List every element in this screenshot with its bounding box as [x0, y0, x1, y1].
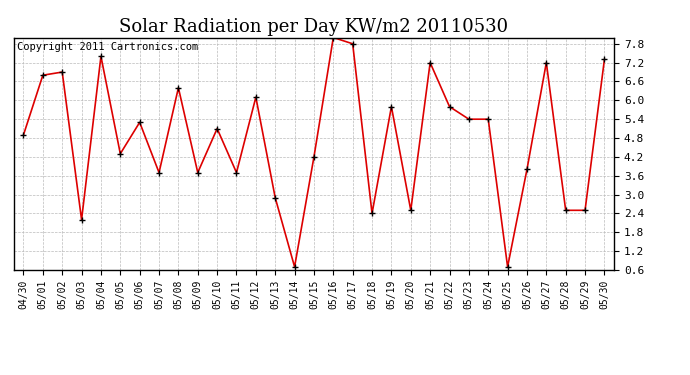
Text: Copyright 2011 Cartronics.com: Copyright 2011 Cartronics.com — [17, 42, 198, 52]
Title: Solar Radiation per Day KW/m2 20110530: Solar Radiation per Day KW/m2 20110530 — [119, 18, 509, 36]
